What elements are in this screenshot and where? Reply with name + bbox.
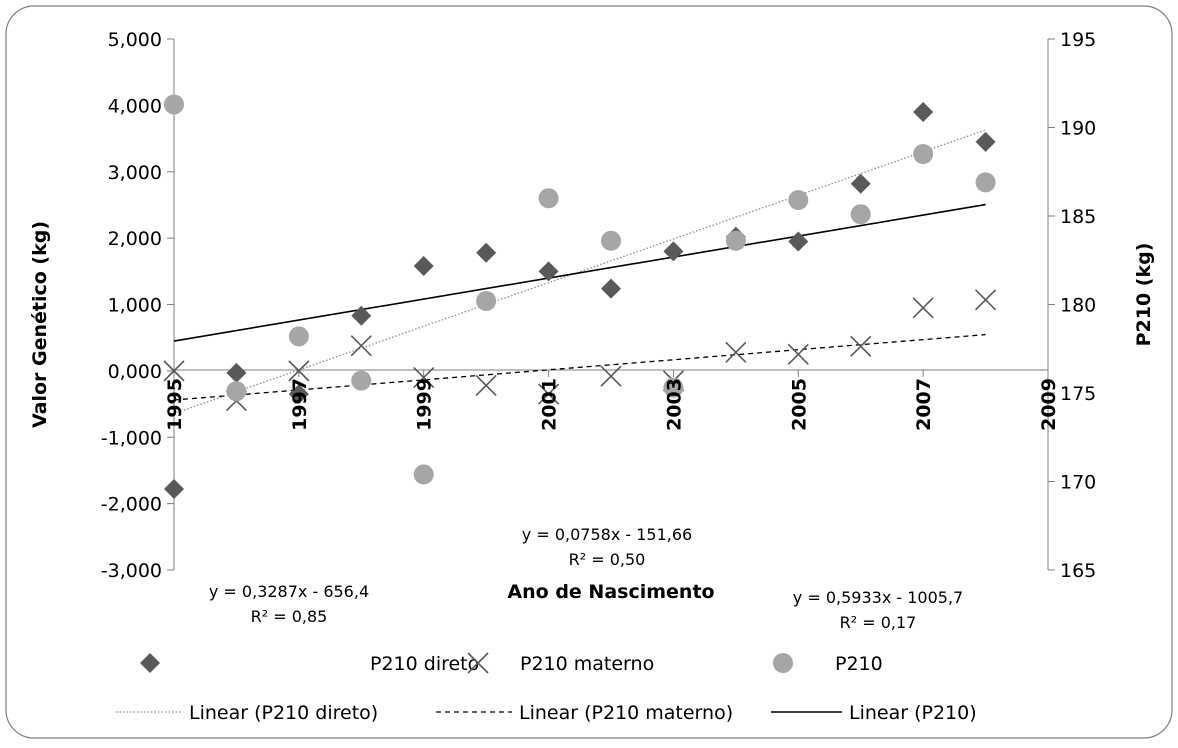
point-p210-direto <box>226 362 247 383</box>
point-p210-materno <box>475 374 497 397</box>
point-p210-direto <box>850 173 871 194</box>
point-p210-direto <box>601 278 621 299</box>
y-left-tick-label: 4,000 <box>108 95 162 117</box>
legend-marker-circle <box>773 653 793 673</box>
y-right-tick-label: 170 <box>1060 472 1096 494</box>
point-p210 <box>663 377 684 398</box>
y-left-tick-label: 0,000 <box>108 361 162 383</box>
trendlines <box>173 129 986 415</box>
y-left-tick-label: -2,000 <box>101 494 162 516</box>
point-p210 <box>164 94 184 115</box>
point-p210-direto <box>351 305 372 326</box>
point-p210-direto <box>538 261 559 282</box>
y-right-tick-label: 190 <box>1060 118 1096 140</box>
point-p210 <box>788 190 809 211</box>
point-p210 <box>476 290 497 311</box>
point-p210-direto <box>288 384 309 405</box>
y-axis-right-title: P210 (kg) <box>1133 243 1155 347</box>
point-p210 <box>351 370 372 391</box>
y-right-tick-label: 185 <box>1060 206 1096 228</box>
y-left-tick-label: 3,000 <box>108 162 162 184</box>
point-p210-materno <box>787 343 809 365</box>
legend-label: Linear (P210) <box>849 702 977 724</box>
point-p210-materno <box>600 365 622 387</box>
x-tick-label: 2007 <box>913 378 935 431</box>
legend-label: P210 direto <box>370 653 479 675</box>
legend-marker-x <box>467 652 489 674</box>
trendline-solid <box>173 203 986 342</box>
point-p210-materno <box>163 360 185 382</box>
trendline-r2: R² = 0,17 <box>840 613 917 632</box>
legend-label: P210 materno <box>520 653 654 675</box>
point-p210 <box>288 326 309 347</box>
y-left-tick-label: 2,000 <box>108 228 162 250</box>
y-left-tick-label: 1,000 <box>108 295 162 317</box>
point-p210 <box>601 230 621 251</box>
y-left-tick-label: -3,000 <box>101 560 162 582</box>
axis-labels: -3,000 -2,000 -1,000 0,000 1,000 2,000 3,000 4,… <box>29 29 1155 632</box>
chart-border <box>5 5 1173 739</box>
trendline-r2: R² = 0,85 <box>251 607 328 626</box>
point-p210-direto <box>788 231 809 252</box>
x-axis-title: Ano de Nascimento <box>507 581 714 603</box>
point-p210-direto <box>476 242 497 263</box>
point-p210-materno <box>912 297 934 319</box>
point-p210 <box>850 204 871 225</box>
y-right-tick-label: 180 <box>1060 295 1096 317</box>
y-axis-left-title: Valor Genético (kg) <box>29 221 51 428</box>
x-tick-label: 1999 <box>414 378 436 431</box>
y-left-tick-label: 5,000 <box>108 29 162 51</box>
trendline-equation: y = 0,3287x - 656,4 <box>209 582 369 601</box>
y-left-tick-label: -1,000 <box>101 427 162 449</box>
point-p210-materno <box>413 366 435 389</box>
legend-label: Linear (P210 direto) <box>189 702 378 724</box>
point-p210-direto <box>913 102 934 123</box>
point-p210-materno <box>538 383 560 405</box>
point-p210-materno <box>725 341 747 363</box>
legend: P210 direto P210 materno P210 Linear (P210 … <box>116 652 977 724</box>
point-p210-direto <box>975 131 996 152</box>
legend-marker-diamond <box>140 653 160 673</box>
point-p210-materno <box>350 335 372 357</box>
point-p210-direto <box>164 479 184 500</box>
trendline-equation: y = 0,5933x - 1005,7 <box>793 588 963 607</box>
point-p210-direto <box>663 241 684 262</box>
data-marks <box>163 94 997 500</box>
point-p210 <box>226 381 247 402</box>
x-tick-label: 2005 <box>788 378 810 431</box>
x-tick-label: 2009 <box>1038 378 1060 431</box>
trendline-equation: y = 0,0758x - 151,66 <box>522 525 692 544</box>
point-p210 <box>975 172 996 193</box>
point-p210 <box>413 464 434 485</box>
x-tick-label: 1995 <box>164 378 186 431</box>
point-p210 <box>725 230 746 251</box>
trendline-dashed <box>173 333 986 401</box>
x-tick-label: 2001 <box>539 378 561 431</box>
x-tick-label: 1997 <box>289 378 311 431</box>
point-p210-direto <box>413 256 434 277</box>
point-p210 <box>913 144 934 165</box>
point-p210-materno <box>288 360 310 382</box>
legend-label: P210 <box>835 653 883 675</box>
x-tick-label: 2003 <box>663 378 685 431</box>
y-right-tick-label: 175 <box>1060 383 1096 405</box>
point-p210 <box>538 188 559 209</box>
point-p210-materno <box>975 289 997 311</box>
legend-label: Linear (P210 materno) <box>519 702 733 724</box>
y-right-tick-label: 165 <box>1060 560 1096 582</box>
point-p210-materno <box>850 335 872 357</box>
y-right-tick-label: 195 <box>1060 29 1096 51</box>
trendline-r2: R² = 0,50 <box>569 550 646 569</box>
